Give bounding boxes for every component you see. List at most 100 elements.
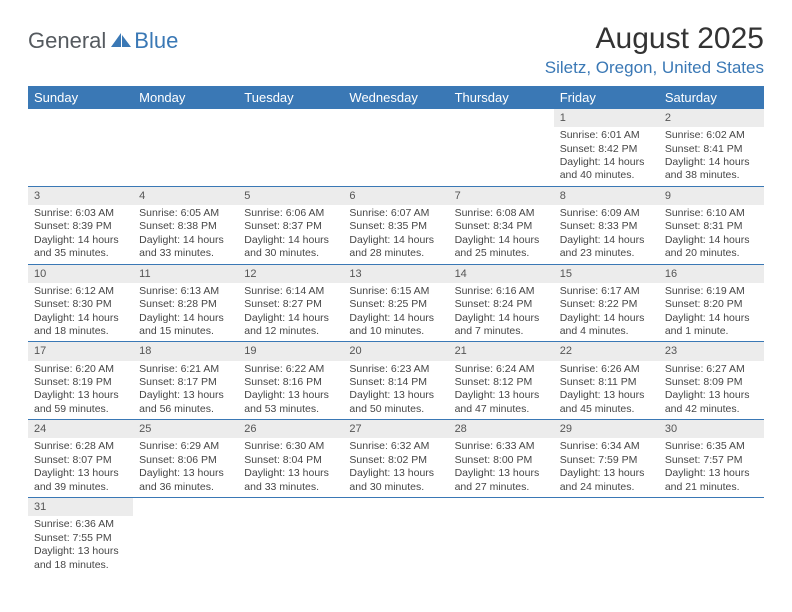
daylight-line: Daylight: 14 hours and 15 minutes. <box>139 312 232 339</box>
sunset-line: Sunset: 8:14 PM <box>349 376 442 389</box>
day-body: Sunrise: 6:27 AMSunset: 8:09 PMDaylight:… <box>659 361 764 420</box>
sunrise-line: Sunrise: 6:24 AM <box>455 363 548 376</box>
sunrise-line: Sunrise: 6:28 AM <box>34 440 127 453</box>
logo-text-general: General <box>28 28 106 54</box>
sunrise-line: Sunrise: 6:21 AM <box>139 363 232 376</box>
daylight-line: Daylight: 14 hours and 28 minutes. <box>349 234 442 261</box>
day-cell: 6Sunrise: 6:07 AMSunset: 8:35 PMDaylight… <box>343 186 448 264</box>
weekday-header: Saturday <box>659 86 764 109</box>
daylight-line: Daylight: 14 hours and 20 minutes. <box>665 234 758 261</box>
sunrise-line: Sunrise: 6:16 AM <box>455 285 548 298</box>
day-body: Sunrise: 6:17 AMSunset: 8:22 PMDaylight:… <box>554 283 659 342</box>
location-text: Siletz, Oregon, United States <box>545 58 764 78</box>
logo-text-blue: Blue <box>134 28 178 54</box>
daylight-line: Daylight: 13 hours and 47 minutes. <box>455 389 548 416</box>
sunrise-line: Sunrise: 6:12 AM <box>34 285 127 298</box>
sunset-line: Sunset: 8:02 PM <box>349 454 442 467</box>
day-cell: 7Sunrise: 6:08 AMSunset: 8:34 PMDaylight… <box>449 186 554 264</box>
empty-cell <box>28 109 133 186</box>
day-number: 29 <box>554 420 659 438</box>
sunset-line: Sunset: 8:34 PM <box>455 220 548 233</box>
day-body: Sunrise: 6:13 AMSunset: 8:28 PMDaylight:… <box>133 283 238 342</box>
empty-cell <box>659 498 764 575</box>
calendar-row: 31Sunrise: 6:36 AMSunset: 7:55 PMDayligh… <box>28 498 764 575</box>
sunrise-line: Sunrise: 6:36 AM <box>34 518 127 531</box>
sunrise-line: Sunrise: 6:30 AM <box>244 440 337 453</box>
sunrise-line: Sunrise: 6:13 AM <box>139 285 232 298</box>
day-cell: 3Sunrise: 6:03 AMSunset: 8:39 PMDaylight… <box>28 186 133 264</box>
weekday-header: Tuesday <box>238 86 343 109</box>
day-cell: 2Sunrise: 6:02 AMSunset: 8:41 PMDaylight… <box>659 109 764 186</box>
day-body: Sunrise: 6:02 AMSunset: 8:41 PMDaylight:… <box>659 127 764 186</box>
day-cell: 21 Sunrise: 6:24 AMSunset: 8:12 PMDayligh… <box>449 342 554 420</box>
day-body: Sunrise: 6:16 AMSunset: 8:24 PMDaylight:… <box>449 283 554 342</box>
day-number: 2 <box>659 109 764 127</box>
day-body: Sunrise: 6:19 AMSunset: 8:20 PMDaylight:… <box>659 283 764 342</box>
sunset-line: Sunset: 8:04 PM <box>244 454 337 467</box>
day-number: 8 <box>554 187 659 205</box>
day-body: Sunrise: 6:15 AMSunset: 8:25 PMDaylight:… <box>343 283 448 342</box>
day-body: Sunrise: 6:20 AMSunset: 8:19 PMDaylight:… <box>28 361 133 420</box>
day-body: Sunrise: 6:07 AMSunset: 8:35 PMDaylight:… <box>343 205 448 264</box>
day-cell: 24Sunrise: 6:28 AMSunset: 8:07 PMDayligh… <box>28 420 133 498</box>
sunrise-line: Sunrise: 6:15 AM <box>349 285 442 298</box>
day-number: 21 <box>449 342 554 360</box>
daylight-line: Daylight: 14 hours and 18 minutes. <box>34 312 127 339</box>
sunset-line: Sunset: 8:09 PM <box>665 376 758 389</box>
sunset-line: Sunset: 8:39 PM <box>34 220 127 233</box>
daylight-line: Daylight: 13 hours and 56 minutes. <box>139 389 232 416</box>
day-cell: 30Sunrise: 6:35 AMSunset: 7:57 PMDayligh… <box>659 420 764 498</box>
daylight-line: Daylight: 13 hours and 36 minutes. <box>139 467 232 494</box>
day-number: 22 <box>554 342 659 360</box>
daylight-line: Daylight: 14 hours and 33 minutes. <box>139 234 232 261</box>
day-cell: 22Sunrise: 6:26 AMSunset: 8:11 PMDayligh… <box>554 342 659 420</box>
page-header: General Blue August 2025 Siletz, Oregon,… <box>28 22 764 78</box>
sunset-line: Sunset: 8:11 PM <box>560 376 653 389</box>
day-cell: 29Sunrise: 6:34 AMSunset: 7:59 PMDayligh… <box>554 420 659 498</box>
sunrise-line: Sunrise: 6:02 AM <box>665 129 758 142</box>
day-body: Sunrise: 6:14 AMSunset: 8:27 PMDaylight:… <box>238 283 343 342</box>
day-cell: 1Sunrise: 6:01 AMSunset: 8:42 PMDaylight… <box>554 109 659 186</box>
day-cell: 14Sunrise: 6:16 AMSunset: 8:24 PMDayligh… <box>449 264 554 342</box>
daylight-line: Daylight: 13 hours and 59 minutes. <box>34 389 127 416</box>
daylight-line: Daylight: 13 hours and 45 minutes. <box>560 389 653 416</box>
day-number: 19 <box>238 342 343 360</box>
sunrise-line: Sunrise: 6:35 AM <box>665 440 758 453</box>
day-body: Sunrise: 6:10 AMSunset: 8:31 PMDaylight:… <box>659 205 764 264</box>
day-number: 9 <box>659 187 764 205</box>
day-number: 27 <box>343 420 448 438</box>
sunset-line: Sunset: 8:30 PM <box>34 298 127 311</box>
empty-cell <box>343 498 448 575</box>
calendar-row: 3Sunrise: 6:03 AMSunset: 8:39 PMDaylight… <box>28 186 764 264</box>
day-number: 26 <box>238 420 343 438</box>
daylight-line: Daylight: 14 hours and 1 minute. <box>665 312 758 339</box>
day-number: 30 <box>659 420 764 438</box>
daylight-line: Daylight: 13 hours and 42 minutes. <box>665 389 758 416</box>
day-body: Sunrise: 6:03 AMSunset: 8:39 PMDaylight:… <box>28 205 133 264</box>
day-cell: 28Sunrise: 6:33 AMSunset: 8:00 PMDayligh… <box>449 420 554 498</box>
day-cell: 15Sunrise: 6:17 AMSunset: 8:22 PMDayligh… <box>554 264 659 342</box>
sunrise-line: Sunrise: 6:06 AM <box>244 207 337 220</box>
day-cell: 10Sunrise: 6:12 AMSunset: 8:30 PMDayligh… <box>28 264 133 342</box>
sunrise-line: Sunrise: 6:09 AM <box>560 207 653 220</box>
day-number: 24 <box>28 420 133 438</box>
sunrise-line: Sunrise: 6:01 AM <box>560 129 653 142</box>
sunset-line: Sunset: 8:24 PM <box>455 298 548 311</box>
day-body: Sunrise: 6:06 AMSunset: 8:37 PMDaylight:… <box>238 205 343 264</box>
daylight-line: Daylight: 14 hours and 25 minutes. <box>455 234 548 261</box>
day-body: Sunrise: 6:12 AMSunset: 8:30 PMDaylight:… <box>28 283 133 342</box>
empty-cell <box>238 109 343 186</box>
day-cell: 25Sunrise: 6:29 AMSunset: 8:06 PMDayligh… <box>133 420 238 498</box>
sunset-line: Sunset: 8:27 PM <box>244 298 337 311</box>
day-cell: 31Sunrise: 6:36 AMSunset: 7:55 PMDayligh… <box>28 498 133 575</box>
daylight-line: Daylight: 13 hours and 39 minutes. <box>34 467 127 494</box>
day-number: 31 <box>28 498 133 516</box>
day-number: 6 <box>343 187 448 205</box>
daylight-line: Daylight: 14 hours and 4 minutes. <box>560 312 653 339</box>
day-number: 15 <box>554 265 659 283</box>
sunrise-line: Sunrise: 6:19 AM <box>665 285 758 298</box>
daylight-line: Daylight: 14 hours and 40 minutes. <box>560 156 653 183</box>
sunset-line: Sunset: 8:35 PM <box>349 220 442 233</box>
daylight-line: Daylight: 14 hours and 23 minutes. <box>560 234 653 261</box>
sunset-line: Sunset: 8:12 PM <box>455 376 548 389</box>
